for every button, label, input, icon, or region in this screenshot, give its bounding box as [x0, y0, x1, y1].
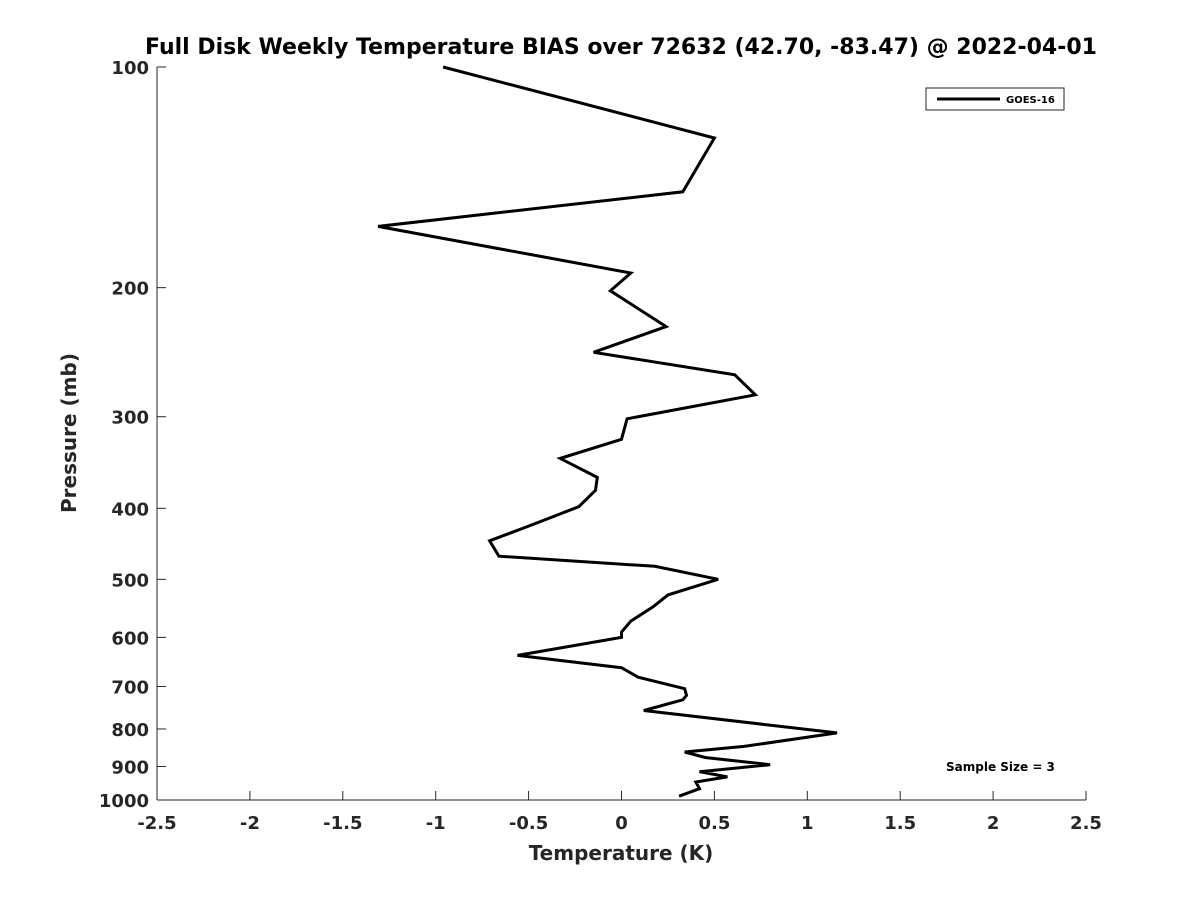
- axes: -2.5 -2 -1.5 -1 -0.5 0 0.5 1 1.5 2 2.5 100 200 300 400…: [99, 58, 1102, 834]
- plot-area: [157, 67, 1086, 800]
- legend-label: GOES-16: [1006, 95, 1055, 106]
- y-tick-label: 200: [111, 279, 149, 300]
- x-tick-label: 2: [987, 813, 1000, 834]
- x-axis-label: Temperature (K): [529, 841, 714, 865]
- sample-size-annotation: Sample Size = 3: [946, 760, 1055, 774]
- x-tick-label: 1: [801, 813, 814, 834]
- y-tick-label: 900: [111, 757, 149, 778]
- x-tick-label: -0.5: [509, 813, 548, 834]
- x-tick-label: -1: [426, 813, 446, 834]
- x-tick-label: 0: [615, 813, 628, 834]
- x-tick-label: 0.5: [698, 813, 730, 834]
- x-tick-label: 2.5: [1070, 813, 1102, 834]
- series-layer: [377, 65, 838, 798]
- y-tick-label: 600: [111, 628, 149, 649]
- series-line-0: [377, 65, 838, 798]
- y-tick-label: 300: [111, 408, 149, 429]
- y-axis-label: Pressure (mb): [57, 353, 81, 513]
- y-tick-label: 400: [111, 499, 149, 520]
- x-tick-label: -2.5: [137, 813, 176, 834]
- x-tick-label: -1.5: [323, 813, 362, 834]
- x-tick-label: -2: [240, 813, 260, 834]
- y-tick-label: 700: [111, 677, 149, 698]
- y-tick-label: 500: [111, 570, 149, 591]
- y-tick-label: 1000: [99, 791, 149, 812]
- y-tick-label: 100: [111, 58, 149, 79]
- x-tick-label: 1.5: [884, 813, 916, 834]
- y-tick-label: 800: [111, 720, 149, 741]
- chart-title: Full Disk Weekly Temperature BIAS over 7…: [145, 35, 1097, 60]
- legend: GOES-16: [925, 87, 1065, 111]
